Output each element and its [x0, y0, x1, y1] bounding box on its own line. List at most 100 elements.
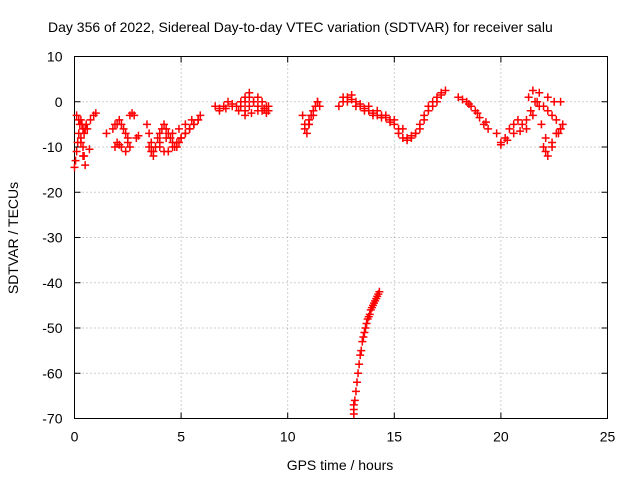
data-point: [111, 143, 120, 151]
data-point: [343, 97, 352, 106]
data-point: [181, 129, 190, 138]
data-point: [149, 152, 158, 161]
data-point: [535, 102, 544, 111]
data-point: [162, 133, 171, 142]
data-point: [298, 111, 307, 120]
data-point: [503, 136, 512, 145]
data-point: [441, 86, 450, 95]
data-point: [134, 131, 143, 140]
data-point: [357, 346, 366, 355]
data-point: [535, 88, 544, 97]
data-point: [420, 115, 429, 124]
data-point: [86, 115, 95, 124]
x-axis-title: GPS time / hours: [287, 457, 394, 473]
data-point: [458, 95, 467, 104]
data-point: [377, 113, 386, 122]
data-point: [349, 400, 358, 409]
series-satellite-arcs-1: [70, 109, 100, 172]
x-tick-label: 15: [387, 429, 403, 445]
data-point: [355, 360, 364, 369]
data-point: [492, 129, 501, 138]
data-point: [373, 106, 382, 115]
data-point: [187, 115, 196, 124]
data-point: [215, 106, 224, 115]
data-point: [145, 143, 154, 151]
data-point: [224, 97, 233, 106]
data-point: [145, 129, 154, 138]
y-tick-label: -50: [42, 320, 62, 336]
data-point: [164, 147, 173, 156]
data-point: [189, 120, 198, 129]
data-point: [552, 129, 561, 138]
data-point: [80, 129, 89, 138]
data-point: [70, 163, 79, 172]
y-tick-label: 0: [55, 94, 63, 110]
data-point: [543, 106, 552, 115]
data-point: [91, 109, 100, 118]
x-tick-label: 0: [71, 429, 79, 445]
data-point: [541, 147, 550, 156]
data-point: [509, 120, 518, 129]
data-point: [394, 124, 403, 133]
y-tick-label: -30: [42, 230, 62, 246]
series-satellite-arcs-4: [211, 88, 273, 120]
data-point: [541, 133, 550, 142]
data-point: [309, 111, 318, 120]
data-point: [305, 120, 314, 129]
data-point: [185, 124, 194, 133]
data-point: [172, 138, 181, 147]
data-point: [496, 140, 505, 149]
data-point: [115, 140, 124, 149]
data-point: [522, 124, 531, 133]
data-point: [484, 124, 493, 133]
data-point: [361, 324, 370, 332]
data-point: [360, 328, 369, 337]
data-point: [155, 138, 164, 147]
data-point: [368, 111, 377, 120]
axis-ticks: [74, 56, 608, 419]
data-point: [354, 369, 363, 378]
data-point: [537, 120, 546, 129]
data-point: [365, 310, 374, 319]
data-point: [351, 102, 360, 111]
x-tick-label: 20: [493, 429, 509, 445]
data-point: [403, 133, 412, 142]
data-point: [358, 337, 367, 346]
data-point: [509, 129, 518, 138]
y-tick-label: -40: [42, 275, 62, 291]
data-point: [432, 97, 441, 106]
data-point: [437, 90, 446, 99]
data-point: [241, 97, 250, 106]
data-point: [125, 143, 134, 151]
data-point: [556, 97, 565, 106]
data-point: [162, 124, 171, 133]
data-point: [115, 115, 124, 124]
data-point: [533, 97, 542, 106]
y-tick-label: 10: [47, 49, 63, 65]
data-point: [350, 396, 359, 405]
data-point: [142, 120, 151, 129]
data-point: [407, 131, 416, 140]
data-point: [381, 111, 390, 120]
y-tick-label: -60: [42, 365, 62, 381]
series-satellite-arcs-5: [298, 97, 324, 138]
y-tick-label: -20: [42, 184, 62, 200]
data-point: [174, 124, 183, 133]
data-point: [524, 93, 533, 102]
data-point: [121, 129, 130, 138]
data-point: [464, 100, 473, 109]
data-point: [72, 111, 81, 120]
data-point: [352, 378, 361, 387]
data-point: [155, 129, 164, 138]
data-point: [245, 102, 254, 111]
data-point: [364, 102, 373, 111]
data-point: [241, 106, 250, 115]
series-satellite-arc-outlier: [349, 287, 384, 418]
data-point: [424, 106, 433, 115]
data-point: [79, 143, 88, 151]
data-point: [130, 111, 139, 120]
data-point: [390, 115, 399, 124]
x-tick-label: 10: [280, 429, 296, 445]
data-point: [505, 124, 514, 133]
